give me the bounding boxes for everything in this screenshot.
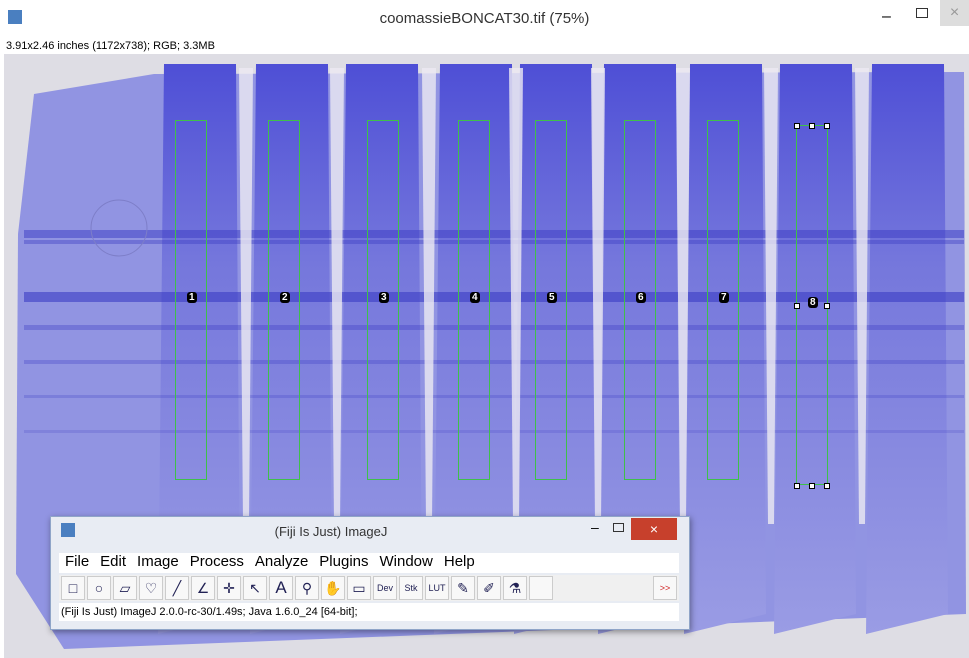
roi[interactable]: 5 (535, 120, 567, 480)
screen: coomassieBONCAT30.tif (75%) – × 3.91x2.4… (0, 0, 969, 658)
maximize[interactable] (916, 8, 928, 18)
roi-handle[interactable] (824, 303, 830, 309)
tool-button[interactable]: ○ (87, 576, 111, 600)
roi-label: 6 (636, 292, 646, 303)
tool-button[interactable]: Stk (399, 576, 423, 600)
tool-button[interactable]: ↖ (243, 576, 267, 600)
close[interactable]: × (940, 0, 969, 26)
roi-handle[interactable] (809, 123, 815, 129)
image-info: 3.91x2.46 inches (1172x738); RGB; 3.3MB (6, 40, 215, 52)
tool-button[interactable]: ⚲ (295, 576, 319, 600)
imagej-window: (Fiji Is Just) ImageJ – × File Edit Image P… (50, 516, 690, 630)
tool-button[interactable]: ✋ (321, 576, 345, 600)
menu-item[interactable]: Analyze (255, 553, 308, 570)
tool-button[interactable]: ▱ (113, 576, 137, 600)
imagej-title: (Fiji Is Just) ImageJ (51, 524, 611, 539)
tool-button[interactable]: ▭ (347, 576, 371, 600)
tool-button[interactable]: ╱ (165, 576, 189, 600)
roi-label: 2 (280, 292, 290, 303)
roi-handle[interactable] (794, 303, 800, 309)
roi-label: 1 (187, 292, 197, 303)
menu-item[interactable]: Image (137, 553, 179, 570)
tool-button[interactable]: ∠ (191, 576, 215, 600)
menu-bar: File Edit Image Process Analyze Plugins Window… (59, 553, 679, 573)
more-tools[interactable]: >> (653, 576, 677, 600)
tool-button[interactable]: ✎ (451, 576, 475, 600)
menu-item[interactable]: Process (190, 553, 244, 570)
menu-item[interactable]: Edit (100, 553, 126, 570)
roi[interactable]: 4 (458, 120, 490, 480)
menu-item[interactable]: Plugins (319, 553, 368, 570)
tool-button[interactable]: □ (61, 576, 85, 600)
tool-button[interactable] (529, 576, 553, 600)
roi[interactable]: 1 (175, 120, 207, 480)
lane (866, 64, 948, 634)
roi-label: 4 (470, 292, 480, 303)
tool-button[interactable]: Dev (373, 576, 397, 600)
tool-button[interactable]: A (269, 576, 293, 600)
menu-item[interactable]: Window (380, 553, 433, 570)
roi-handle[interactable] (824, 123, 830, 129)
roi-handle[interactable] (809, 483, 815, 489)
roi[interactable]: 6 (624, 120, 656, 480)
minimize[interactable]: – (591, 519, 599, 535)
minimize[interactable]: – (882, 8, 891, 26)
roi[interactable]: 3 (367, 120, 399, 480)
roi-handle[interactable] (824, 483, 830, 489)
roi-label: 3 (379, 292, 389, 303)
roi[interactable]: 7 (707, 120, 739, 480)
tool-button[interactable]: ✐ (477, 576, 501, 600)
tool-button[interactable]: ✛ (217, 576, 241, 600)
roi-handle[interactable] (794, 123, 800, 129)
roi-handle[interactable] (794, 483, 800, 489)
roi-label: 5 (547, 292, 557, 303)
roi[interactable]: 8 (796, 125, 828, 485)
close[interactable]: × (631, 518, 677, 540)
roi-label: 7 (719, 292, 729, 303)
menu-item[interactable]: File (65, 553, 89, 570)
title-bar: coomassieBONCAT30.tif (75%) – × (0, 0, 969, 38)
roi-label: 8 (808, 297, 818, 308)
tool-button[interactable]: LUT (425, 576, 449, 600)
status-bar: (Fiji Is Just) ImageJ 2.0.0-rc-30/1.49s;… (59, 603, 679, 621)
roi[interactable]: 2 (268, 120, 300, 480)
tool-button[interactable]: ⚗ (503, 576, 527, 600)
window-title: coomassieBONCAT30.tif (75%) (0, 10, 969, 27)
maximize[interactable] (613, 523, 624, 532)
menu-item[interactable]: Help (444, 553, 475, 570)
tool-button[interactable]: ♡ (139, 576, 163, 600)
